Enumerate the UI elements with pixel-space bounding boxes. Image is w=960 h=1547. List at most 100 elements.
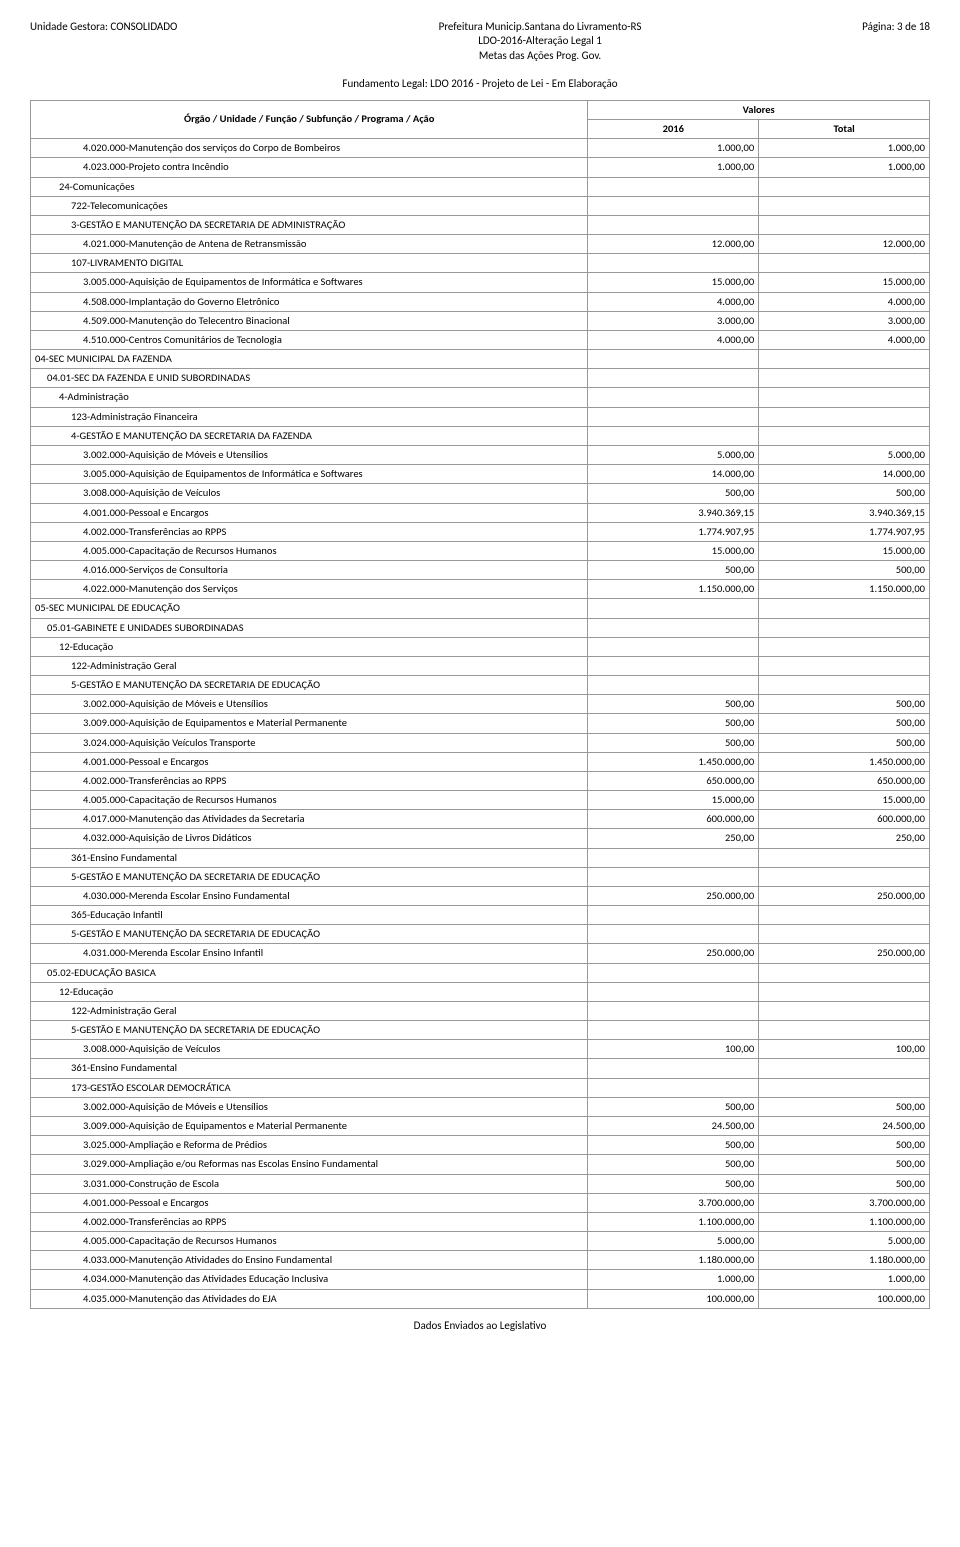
row-total: 1.774.907,95 (759, 522, 930, 541)
row-2016: 500,00 (588, 1136, 759, 1155)
row-label: 361-Ensino Fundamental (31, 1059, 588, 1078)
header-right: Página: 3 de 18 (810, 20, 930, 63)
row-total: 250,00 (759, 829, 930, 848)
table-row: 3.009.000-Aquisição de Equipamentos e Ma… (31, 1117, 930, 1136)
row-total: 500,00 (759, 1097, 930, 1116)
table-row: 4.002.000-Transferências ao RPPS650.000,… (31, 771, 930, 790)
row-label: 4.035.000-Manutenção das Atividades do E… (31, 1289, 588, 1308)
table-row: 5-GESTÃO E MANUTENÇÃO DA SECRETARIA DE E… (31, 867, 930, 886)
row-label: 3.002.000-Aquisição de Móveis e Utensíli… (31, 445, 588, 464)
row-label: 122-Administração Geral (31, 656, 588, 675)
row-2016 (588, 963, 759, 982)
row-total: 600.000,00 (759, 810, 930, 829)
row-total (759, 369, 930, 388)
row-total (759, 426, 930, 445)
row-label: 4.001.000-Pessoal e Encargos (31, 752, 588, 771)
row-total (759, 599, 930, 618)
row-total (759, 867, 930, 886)
row-label: 24-Comunicações (31, 177, 588, 196)
row-total: 1.100.000,00 (759, 1212, 930, 1231)
table-row: 173-GESTÃO ESCOLAR DEMOCRÁTICA (31, 1078, 930, 1097)
table-row: 4.005.000-Capacitação de Recursos Humano… (31, 791, 930, 810)
row-label: 4.002.000-Transferências ao RPPS (31, 771, 588, 790)
row-2016 (588, 982, 759, 1001)
table-row: 3.029.000-Ampliação e/ou Reformas nas Es… (31, 1155, 930, 1174)
table-row: 4-Administração (31, 388, 930, 407)
row-label: 3.031.000-Construção de Escola (31, 1174, 588, 1193)
table-row: 05-SEC MUNICIPAL DE EDUCAÇÃO (31, 599, 930, 618)
row-2016: 3.700.000,00 (588, 1193, 759, 1212)
row-label: 722-Telecomunicações (31, 196, 588, 215)
row-2016: 5.000,00 (588, 445, 759, 464)
row-2016: 500,00 (588, 1097, 759, 1116)
row-label: 5-GESTÃO E MANUTENÇÃO DA SECRETARIA DE E… (31, 676, 588, 695)
table-row: 4.510.000-Centros Comunitários de Tecnol… (31, 330, 930, 349)
table-row: 4.001.000-Pessoal e Encargos3.700.000,00… (31, 1193, 930, 1212)
row-2016: 500,00 (588, 1174, 759, 1193)
row-label: 4.510.000-Centros Comunitários de Tecnol… (31, 330, 588, 349)
row-2016: 1.180.000,00 (588, 1251, 759, 1270)
table-row: 4.021.000-Manutenção de Antena de Retran… (31, 235, 930, 254)
row-label: 3.008.000-Aquisição de Veículos (31, 484, 588, 503)
row-label: 4.022.000-Manutenção dos Serviços (31, 580, 588, 599)
row-label: 3.005.000-Aquisição de Equipamentos de I… (31, 273, 588, 292)
table-row: 4.030.000-Merenda Escolar Ensino Fundame… (31, 886, 930, 905)
row-2016: 500,00 (588, 733, 759, 752)
row-2016: 500,00 (588, 1155, 759, 1174)
row-label: 4.023.000-Projeto contra Incêndio (31, 158, 588, 177)
table-row: 3.009.000-Aquisição de Equipamentos e Ma… (31, 714, 930, 733)
row-2016: 4.000,00 (588, 330, 759, 349)
table-body: 4.020.000-Manutenção dos serviços do Cor… (31, 139, 930, 1308)
row-label: 4.017.000-Manutenção das Atividades da S… (31, 810, 588, 829)
table-row: 4.035.000-Manutenção das Atividades do E… (31, 1289, 930, 1308)
row-label: 12-Educação (31, 982, 588, 1001)
table-row: 4.020.000-Manutenção dos serviços do Cor… (31, 139, 930, 158)
table-row: 361-Ensino Fundamental (31, 848, 930, 867)
row-2016: 1.000,00 (588, 1270, 759, 1289)
row-2016 (588, 906, 759, 925)
row-total: 500,00 (759, 1174, 930, 1193)
row-total: 1.180.000,00 (759, 1251, 930, 1270)
table-row: 5-GESTÃO E MANUTENÇÃO DA SECRETARIA DE E… (31, 925, 930, 944)
row-label: 173-GESTÃO ESCOLAR DEMOCRÁTICA (31, 1078, 588, 1097)
row-label: 4-Administração (31, 388, 588, 407)
row-total (759, 1021, 930, 1040)
row-total: 15.000,00 (759, 273, 930, 292)
table-row: 122-Administração Geral (31, 656, 930, 675)
row-2016: 1.150.000,00 (588, 580, 759, 599)
row-total: 4.000,00 (759, 330, 930, 349)
row-total (759, 1059, 930, 1078)
table-row: 361-Ensino Fundamental (31, 1059, 930, 1078)
row-label: 3.029.000-Ampliação e/ou Reformas nas Es… (31, 1155, 588, 1174)
table-row: 4.001.000-Pessoal e Encargos3.940.369,15… (31, 503, 930, 522)
table-row: 4.005.000-Capacitação de Recursos Humano… (31, 1232, 930, 1251)
row-total: 500,00 (759, 695, 930, 714)
row-2016 (588, 215, 759, 234)
row-2016 (588, 656, 759, 675)
row-2016 (588, 1021, 759, 1040)
table-row: 4.034.000-Manutenção das Atividades Educ… (31, 1270, 930, 1289)
row-label: 365-Educação Infantil (31, 906, 588, 925)
row-label: 3.024.000-Aquisição Veículos Transporte (31, 733, 588, 752)
row-total: 100.000,00 (759, 1289, 930, 1308)
row-label: 4.034.000-Manutenção das Atividades Educ… (31, 1270, 588, 1289)
table-row: 3.005.000-Aquisição de Equipamentos de I… (31, 273, 930, 292)
row-2016: 12.000,00 (588, 235, 759, 254)
row-total: 5.000,00 (759, 445, 930, 464)
table-row: 4.033.000-Manutenção Atividades do Ensin… (31, 1251, 930, 1270)
row-2016 (588, 254, 759, 273)
table-row: 3.024.000-Aquisição Veículos Transporte5… (31, 733, 930, 752)
table-row: 4.509.000-Manutenção do Telecentro Binac… (31, 311, 930, 330)
table-row: 05.02-EDUCAÇÃO BASICA (31, 963, 930, 982)
table-row: 4.016.000-Serviços de Consultoria500,005… (31, 561, 930, 580)
section-title: Fundamento Legal: LDO 2016 - Projeto de … (30, 77, 930, 90)
row-label: 04-SEC MUNICIPAL DA FAZENDA (31, 350, 588, 369)
row-label: 5-GESTÃO E MANUTENÇÃO DA SECRETARIA DE E… (31, 1021, 588, 1040)
row-total (759, 925, 930, 944)
row-label: 4.509.000-Manutenção do Telecentro Binac… (31, 311, 588, 330)
row-total: 1.150.000,00 (759, 580, 930, 599)
row-2016: 100.000,00 (588, 1289, 759, 1308)
table-row: 3.025.000-Ampliação e Reforma de Prédios… (31, 1136, 930, 1155)
row-2016 (588, 676, 759, 695)
row-2016 (588, 848, 759, 867)
